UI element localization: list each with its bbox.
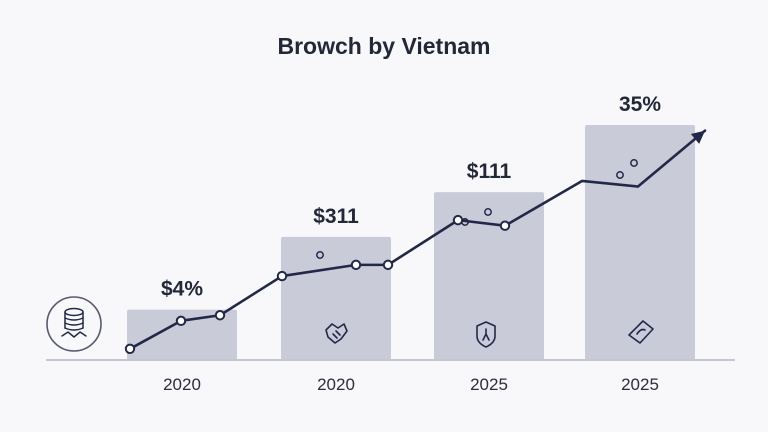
coin-badge bbox=[46, 296, 102, 352]
coin-stack-icon bbox=[46, 296, 102, 352]
data-label-3: $111 bbox=[467, 160, 512, 183]
data-label-1: $4% bbox=[161, 278, 203, 301]
bar-2 bbox=[281, 236, 391, 360]
trend-point-7 bbox=[452, 214, 464, 226]
x-tick-labels-layer: 2020 2020 2025 2025 bbox=[163, 375, 659, 394]
money-icon bbox=[628, 320, 654, 344]
trend-arrow-head bbox=[690, 130, 705, 144]
bar-1 bbox=[127, 309, 237, 360]
handshake-icon bbox=[325, 323, 348, 344]
decorative-dot-2 bbox=[461, 218, 469, 226]
trend-line-layer bbox=[124, 129, 707, 355]
shield-icon bbox=[476, 321, 496, 348]
x-tick-label-1: 2020 bbox=[163, 375, 201, 394]
data-label-2: $311 bbox=[313, 205, 359, 228]
x-tick-label-2: 2020 bbox=[317, 375, 355, 394]
decorative-dot-4 bbox=[616, 171, 624, 179]
bar-3 bbox=[434, 192, 544, 360]
data-labels-layer: $4% $311 $111 35% bbox=[161, 93, 661, 301]
trend-point-8 bbox=[499, 220, 511, 231]
x-tick-label-3: 2025 bbox=[470, 375, 508, 394]
chart-title: Browch by Vietnam bbox=[277, 33, 490, 59]
trend-point-3 bbox=[214, 310, 226, 321]
x-tick-label-4: 2025 bbox=[621, 375, 659, 394]
decorative-dot-1 bbox=[316, 251, 324, 259]
bar-icons-layer bbox=[325, 320, 654, 348]
decorative-dot-3 bbox=[484, 208, 492, 216]
decorative-dot-5 bbox=[630, 159, 638, 167]
data-label-4: 35% bbox=[619, 93, 661, 116]
trend-point-2 bbox=[175, 315, 187, 327]
bars-layer bbox=[127, 125, 695, 360]
trend-point-5 bbox=[350, 259, 362, 271]
trend-point-6 bbox=[382, 259, 394, 271]
trend-point-4 bbox=[276, 270, 288, 282]
trend-point-1 bbox=[124, 343, 136, 355]
